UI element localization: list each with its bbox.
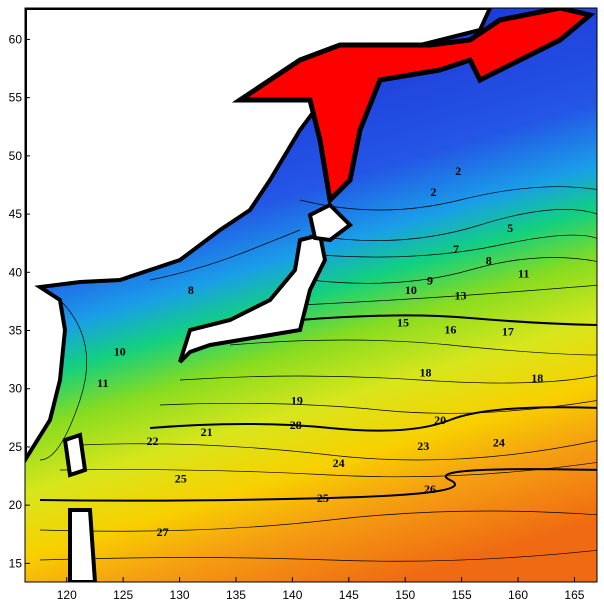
land-north [231,8,596,206]
x-tick-label: 165 [564,588,584,602]
contour-label: 19 [291,393,303,407]
land-taiwan [62,432,88,478]
y-tick-label: 45 [9,207,23,221]
x-tick-label: 145 [339,588,359,602]
field [25,8,597,582]
contour-label: 13 [454,289,466,303]
y-tick-label: 20 [9,498,23,512]
x-tick-label: 120 [57,588,77,602]
x-tick-label: 130 [170,588,190,602]
contour-label: 22 [146,434,158,448]
contour-label: 23 [417,439,429,453]
contour-label: 15 [397,315,409,329]
land-hokkaido [307,202,354,243]
contour-label: 9 [427,273,433,287]
contour-label: 11 [97,376,108,390]
contour-label: 7 [453,242,459,256]
contour-label: 18 [420,365,432,379]
contour-label: 21 [201,425,213,439]
contour-label: 28 [290,418,302,432]
y-tick-label: 50 [9,149,23,163]
x-tick-label: 155 [452,588,472,602]
contour-label: 25 [317,491,329,505]
contours [39,186,597,562]
x-tick-label: 125 [113,588,133,602]
land-philippines [68,508,98,582]
contour-label: 27 [157,525,169,539]
frame [24,7,598,583]
contour-label: 24 [493,435,505,449]
contour-label: 2 [430,185,436,199]
contour-label: 8 [188,283,194,297]
contour-label: 2 [455,164,461,178]
x-tick-label: 140 [282,588,302,602]
x-tick-label: 160 [508,588,528,602]
contour-label: 25 [175,471,187,485]
contour-label: 16 [444,322,456,336]
y-tick-label: 60 [9,32,23,46]
contour-label: 5 [507,221,513,235]
y-tick-label: 35 [9,324,23,338]
contour-label: 18 [531,371,543,385]
contour-label: 20 [434,413,446,427]
y-tick-label: 30 [9,382,23,396]
x-tick-label: 135 [226,588,246,602]
contour-label: 24 [333,456,345,470]
y-tick-label: 40 [9,265,23,279]
y-tick-label: 25 [9,440,23,454]
contour-label: 10 [405,283,417,297]
contour-label: 17 [502,325,514,339]
y-tick-label: 55 [9,91,23,105]
contour-label: 10 [114,344,126,358]
land-japan [178,232,328,364]
contour-label: 26 [424,482,436,496]
x-tick-label: 150 [395,588,415,602]
contour-label: 11 [518,266,529,280]
axes: 120 125 130 135 140 145 150 155 160 1651520253035… [9,32,585,602]
y-tick-label: 15 [9,556,23,570]
contour-label: 8 [486,254,492,268]
